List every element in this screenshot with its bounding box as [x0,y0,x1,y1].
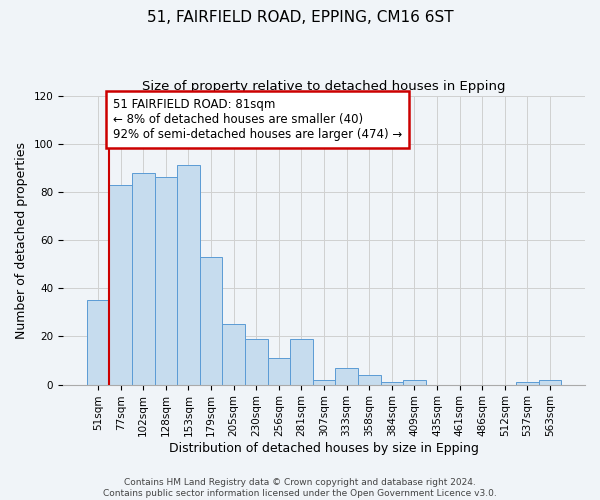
Text: Contains HM Land Registry data © Crown copyright and database right 2024.
Contai: Contains HM Land Registry data © Crown c… [103,478,497,498]
Text: 51 FAIRFIELD ROAD: 81sqm
← 8% of detached houses are smaller (40)
92% of semi-de: 51 FAIRFIELD ROAD: 81sqm ← 8% of detache… [113,98,402,141]
Bar [245,339,268,384]
Bar [335,368,358,384]
Y-axis label: Number of detached properties: Number of detached properties [15,142,28,338]
Bar [155,178,177,384]
Bar [539,380,561,384]
Bar [268,358,290,384]
Bar [290,339,313,384]
X-axis label: Distribution of detached houses by size in Epping: Distribution of detached houses by size … [169,442,479,455]
Text: 51, FAIRFIELD ROAD, EPPING, CM16 6ST: 51, FAIRFIELD ROAD, EPPING, CM16 6ST [146,10,454,25]
Bar [313,380,335,384]
Bar [516,382,539,384]
Bar [109,184,132,384]
Bar [403,380,425,384]
Bar [87,300,109,384]
Bar [380,382,403,384]
Bar [132,172,155,384]
Bar [200,257,223,384]
Bar [177,166,200,384]
Title: Size of property relative to detached houses in Epping: Size of property relative to detached ho… [142,80,506,93]
Bar [358,375,380,384]
Bar [223,324,245,384]
